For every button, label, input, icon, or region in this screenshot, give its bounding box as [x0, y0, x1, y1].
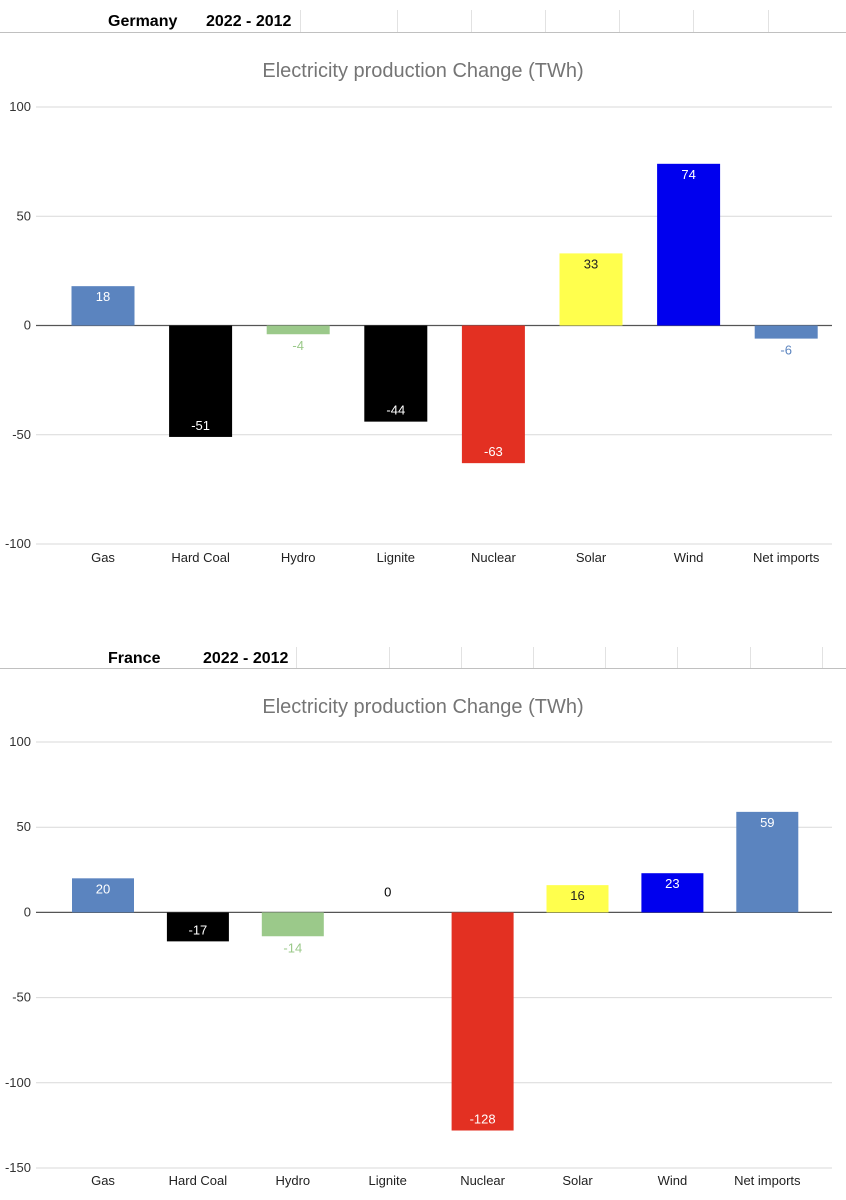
x-tick-label: Hard Coal [169, 1173, 228, 1188]
data-label: 23 [665, 876, 679, 891]
cell-separator [822, 647, 823, 669]
period-label: 2022 - 2012 [203, 650, 289, 667]
data-label: 0 [384, 884, 391, 899]
cell-separator [605, 647, 606, 669]
header-rule [0, 32, 846, 33]
y-tick-label: 100 [9, 734, 31, 749]
cell-separator [461, 647, 462, 669]
data-label: 16 [570, 888, 584, 903]
data-label: -17 [189, 922, 208, 937]
data-label: -63 [484, 444, 503, 459]
y-tick-label: 0 [24, 318, 31, 333]
sheet-header-germany: Germany 2022 - 2012 [0, 10, 846, 32]
bar-hard-coal [169, 325, 233, 437]
country-label: Germany [108, 13, 178, 30]
period-label: 2022 - 2012 [206, 13, 292, 30]
x-tick-label: Net imports [734, 1173, 801, 1188]
bar-lignite [364, 325, 428, 422]
bar-hydro [261, 912, 324, 937]
bar-solar [559, 253, 623, 326]
data-label: -4 [292, 338, 304, 353]
y-tick-label: 100 [9, 99, 31, 114]
bar-nuclear [451, 912, 514, 1131]
data-label: -44 [386, 403, 405, 418]
cell-separator [397, 10, 398, 32]
data-label: 20 [96, 881, 110, 896]
cell-separator [389, 647, 390, 669]
y-tick-label: -150 [5, 1160, 31, 1175]
data-label: 59 [760, 815, 774, 830]
x-tick-label: Solar [576, 550, 607, 565]
data-label: -14 [283, 940, 302, 955]
data-label: -6 [780, 343, 792, 358]
cell-separator [471, 10, 472, 32]
chart-title: Electricity production Change (TWh) [262, 60, 583, 82]
cell-separator [296, 647, 297, 669]
cell-separator [533, 647, 534, 669]
cell-separator [545, 10, 546, 32]
sheet-header-france: France 2022 - 2012 [0, 647, 846, 669]
x-tick-label: Hard Coal [171, 550, 230, 565]
y-tick-label: -50 [12, 990, 31, 1005]
bar-hydro [266, 325, 330, 335]
bar-wind [657, 163, 721, 326]
bar-net-imports [754, 325, 818, 339]
bar-solar [546, 885, 609, 913]
x-tick-label: Nuclear [471, 550, 516, 565]
cell-separator [693, 10, 694, 32]
header-rule [0, 668, 846, 669]
chart-title: Electricity production Change (TWh) [262, 696, 583, 718]
cell-separator [619, 10, 620, 32]
data-label: 74 [681, 167, 695, 182]
x-tick-label: Gas [91, 550, 115, 565]
x-tick-label: Solar [562, 1173, 593, 1188]
y-tick-label: -100 [5, 1075, 31, 1090]
country-label: France [108, 650, 161, 667]
cell-separator [768, 10, 769, 32]
bar-gas [71, 286, 135, 326]
y-tick-label: 0 [24, 904, 31, 919]
cell-separator [677, 647, 678, 669]
x-tick-label: Wind [658, 1173, 688, 1188]
y-tick-label: -100 [5, 536, 31, 551]
data-label: 33 [584, 256, 598, 271]
bar-net-imports [736, 811, 799, 913]
x-tick-label: Nuclear [460, 1173, 505, 1188]
x-tick-label: Hydro [281, 550, 316, 565]
data-label: -128 [470, 1112, 496, 1127]
cell-separator [750, 647, 751, 669]
cell-separator [300, 10, 301, 32]
x-tick-label: Hydro [275, 1173, 310, 1188]
chart-germany: Electricity production Change (TWh) 100 50… [5, 60, 832, 565]
x-tick-label: Wind [674, 550, 704, 565]
bar-nuclear [461, 325, 525, 464]
x-tick-label: Lignite [377, 550, 415, 565]
data-label: -51 [191, 418, 210, 433]
bar-wind [641, 873, 704, 913]
y-tick-label: 50 [17, 208, 31, 223]
y-tick-label: -50 [12, 427, 31, 442]
chart-france: Electricity production Change (TWh) 100 50… [5, 696, 832, 1188]
data-label: 18 [96, 289, 110, 304]
x-tick-label: Net imports [753, 550, 820, 565]
bar-gas [72, 878, 134, 913]
bar-hard-coal [166, 912, 229, 942]
y-tick-label: 50 [17, 819, 31, 834]
x-tick-label: Lignite [369, 1173, 407, 1188]
x-tick-label: Gas [91, 1173, 115, 1188]
